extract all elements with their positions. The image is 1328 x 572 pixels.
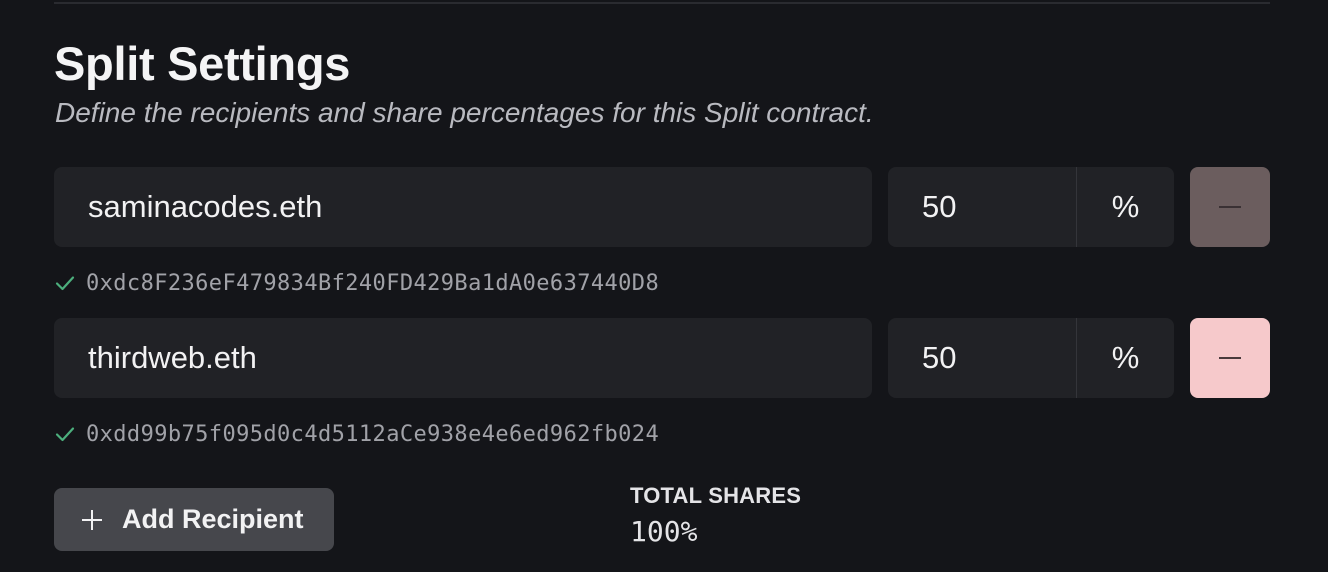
recipient-row: % <box>54 318 1270 398</box>
resolved-address-text: 0xdc8F236eF479834Bf240FD429Ba1dA0e637440… <box>86 270 660 296</box>
add-recipient-button[interactable]: Add Recipient <box>54 488 334 551</box>
share-percentage-input[interactable] <box>888 318 1076 398</box>
total-shares-label: TOTAL SHARES <box>630 483 802 508</box>
percent-addon: % <box>1076 167 1174 247</box>
add-recipient-label: Add Recipient <box>122 504 304 534</box>
check-icon <box>55 427 75 442</box>
resolved-address: 0xdc8F236eF479834Bf240FD429Ba1dA0e637440… <box>54 268 659 298</box>
plus-icon <box>82 509 102 530</box>
remove-recipient-button[interactable] <box>1190 318 1270 398</box>
section-title: Split Settings <box>54 37 351 90</box>
top-divider <box>54 2 1270 4</box>
recipient-address-input[interactable] <box>54 167 872 247</box>
check-icon <box>55 276 75 291</box>
resolved-address-text: 0xdd99b75f095d0c4d5112aCe938e4e6ed962fb0… <box>86 421 660 447</box>
share-percentage-input[interactable] <box>888 167 1076 247</box>
minus-icon <box>1219 206 1241 208</box>
percent-addon: % <box>1076 318 1174 398</box>
share-input-group: % <box>888 167 1174 247</box>
recipient-row: % <box>54 167 1270 247</box>
minus-icon <box>1219 357 1241 359</box>
remove-recipient-button[interactable] <box>1190 167 1270 247</box>
section-subtitle: Define the recipients and share percenta… <box>55 97 874 128</box>
recipient-address-input[interactable] <box>54 318 872 398</box>
share-input-group: % <box>888 318 1174 398</box>
total-shares-value: 100% <box>630 515 698 548</box>
resolved-address: 0xdd99b75f095d0c4d5112aCe938e4e6ed962fb0… <box>54 419 659 449</box>
